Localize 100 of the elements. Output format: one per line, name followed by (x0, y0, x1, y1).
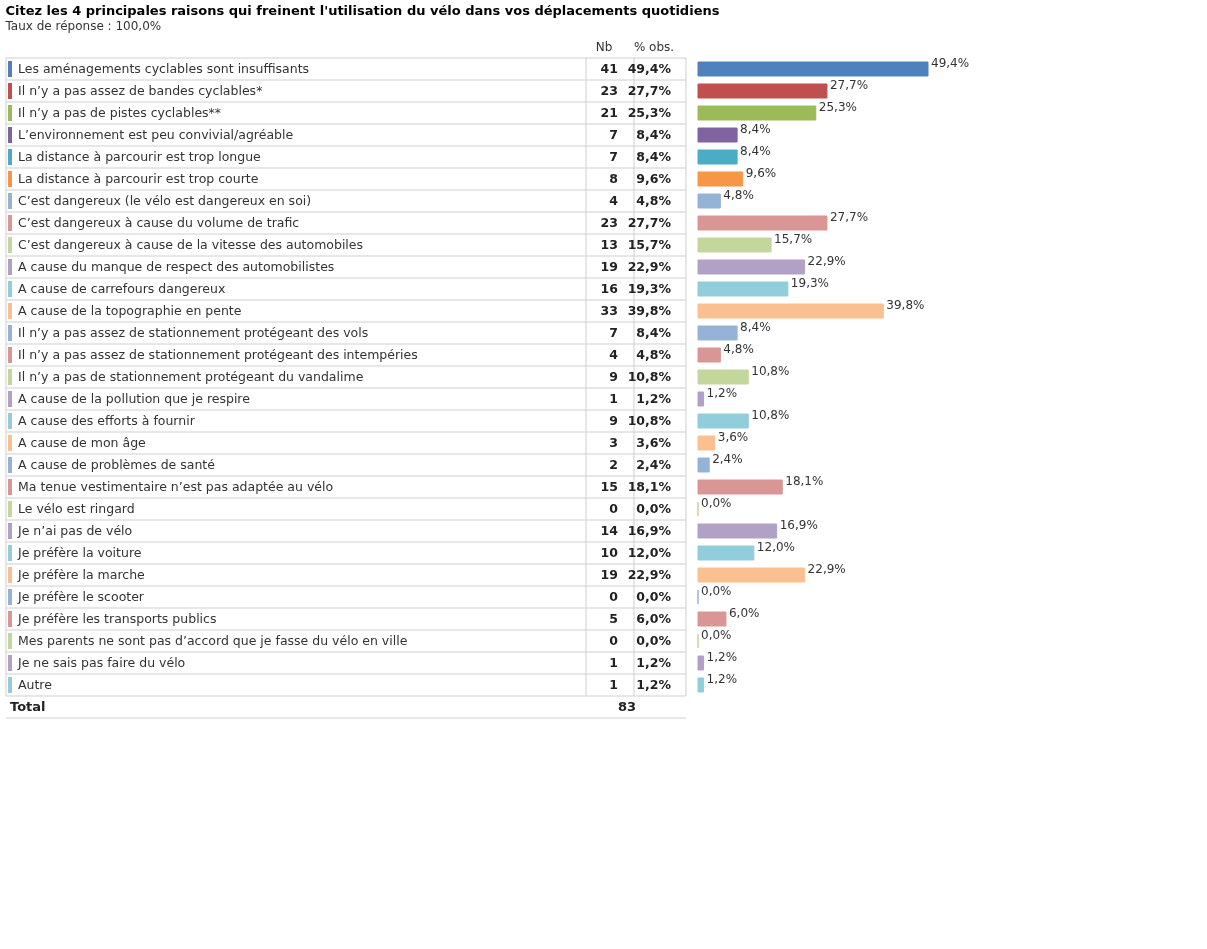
text: 49,4% (931, 56, 970, 70)
text: 0,0% (701, 496, 732, 510)
data-label: 25,3% (627, 105, 672, 120)
bar (697, 61, 929, 77)
bar (697, 435, 716, 451)
category-label: Je préfère le scooter (17, 589, 145, 604)
text: 2,4% (712, 452, 743, 466)
bar (697, 457, 710, 473)
data-label: 16 (600, 281, 619, 296)
data-label: 2 (609, 457, 618, 472)
category-label: Je préfère les transports publics (17, 611, 217, 626)
category-label: Autre (18, 677, 53, 692)
category-label: Je n’ai pas de vélo (17, 523, 133, 538)
category-label: Il n’y a pas assez de stationnement protégeant des intempéries (18, 347, 418, 362)
data-label: 15 (600, 479, 618, 494)
text: 22,9% (807, 254, 846, 268)
data-label: 1 (609, 677, 618, 692)
category-label: A cause de problèmes de santé (18, 457, 216, 472)
data-label: 23 (600, 83, 618, 98)
text: 27,7% (829, 78, 869, 92)
x-axis-title: % obs. (633, 40, 675, 54)
data-label: 2,4% (636, 457, 672, 472)
data-label: 8 (609, 171, 618, 186)
data-label: 16,9% (627, 523, 672, 538)
data-label: 22,9% (627, 259, 672, 274)
data-label: 8,4% (636, 149, 672, 164)
bar (697, 83, 828, 99)
text: 8,4% (740, 122, 771, 136)
text: 4,8% (723, 342, 754, 356)
data-label: 3,6% (636, 435, 672, 450)
text: Total (10, 699, 46, 714)
data-label: 49,4% (627, 61, 672, 76)
data-label: 7 (609, 127, 618, 142)
data-label: 10 (600, 545, 619, 560)
data-label: 4,8% (636, 347, 672, 362)
text: Taux de réponse : 100,0% (4, 19, 162, 33)
bar (697, 303, 884, 319)
text: 10,8% (751, 364, 790, 378)
bar (697, 237, 772, 253)
text: 0,0% (701, 628, 732, 642)
text: 15,7% (774, 232, 813, 246)
data-label: 6,0% (636, 611, 672, 626)
text: 1,2% (706, 672, 738, 686)
data-label: 27,7% (627, 215, 672, 230)
text: 22,9% (807, 562, 846, 576)
category-label: La distance à parcourir est trop courte (18, 171, 259, 186)
data-label: 14 (600, 523, 619, 538)
category-label: A cause de la pollution que je respire (18, 391, 251, 406)
bar (697, 479, 783, 495)
category-label: Je ne sais pas faire du vélo (17, 655, 186, 670)
category-label: La distance à parcourir est trop longue (18, 149, 262, 164)
bar (697, 347, 721, 363)
data-label: 0,0% (636, 589, 672, 604)
text: 3,6% (717, 430, 749, 444)
data-label: 1,2% (636, 391, 672, 406)
data-label: 1 (609, 391, 618, 406)
bar (697, 259, 806, 275)
data-label: 9,6% (636, 171, 672, 186)
category-label: L’environnement est peu convivial/agréable (18, 127, 294, 142)
data-label: 19 (600, 259, 618, 274)
text: 0,0% (701, 584, 732, 598)
data-label: 0 (609, 501, 619, 516)
bar (697, 215, 828, 231)
data-label: 8,4% (636, 127, 672, 142)
data-label: 1,2% (636, 655, 672, 670)
bar (697, 281, 789, 297)
category-label: Il n’y a pas de pistes cyclables** (18, 105, 222, 120)
category-label: Il n’y a pas de stationnement protégeant du vandalime (18, 369, 364, 384)
data-label: 10,8% (627, 369, 672, 384)
category-label: Je préfère la marche (17, 567, 146, 582)
text: 39,8% (886, 298, 925, 312)
data-label: 12,0% (627, 545, 672, 560)
data-label: 9 (609, 413, 618, 428)
data-label: 8,4% (636, 325, 672, 340)
data-label: 10,8% (627, 413, 672, 428)
text: 6,0% (728, 606, 760, 620)
text: 1,2% (706, 386, 738, 400)
text: 8,4% (740, 144, 771, 158)
category-label: A cause de mon âge (18, 435, 147, 450)
category-label: Mes parents ne sont pas d’accord que je fasse du vélo en ville (18, 633, 408, 648)
bar (697, 655, 705, 671)
bar (697, 413, 749, 429)
bar (697, 171, 744, 187)
category-label: A cause de carrefours dangereux (18, 281, 226, 296)
category-label: C’est dangereux à cause de la vitesse des automobiles (18, 237, 364, 252)
category-label: Il n’y a pas assez de bandes cyclables* (18, 83, 263, 98)
data-label: 7 (609, 149, 618, 164)
data-label: 5 (609, 611, 618, 626)
data-label: 27,7% (627, 83, 672, 98)
text: 1,2% (706, 650, 738, 664)
data-label: 3 (609, 435, 618, 450)
data-label: 4 (609, 347, 619, 362)
data-label: 9 (609, 369, 618, 384)
text: 16,9% (779, 518, 818, 532)
category-label: Les aménagements cyclables sont insuffisants (18, 61, 310, 76)
text: 12,0% (756, 540, 795, 554)
bar (697, 193, 721, 209)
category-label: Le vélo est ringard (18, 501, 135, 516)
text: 83 (618, 699, 637, 714)
category-label: Je préfère la voiture (17, 545, 142, 560)
